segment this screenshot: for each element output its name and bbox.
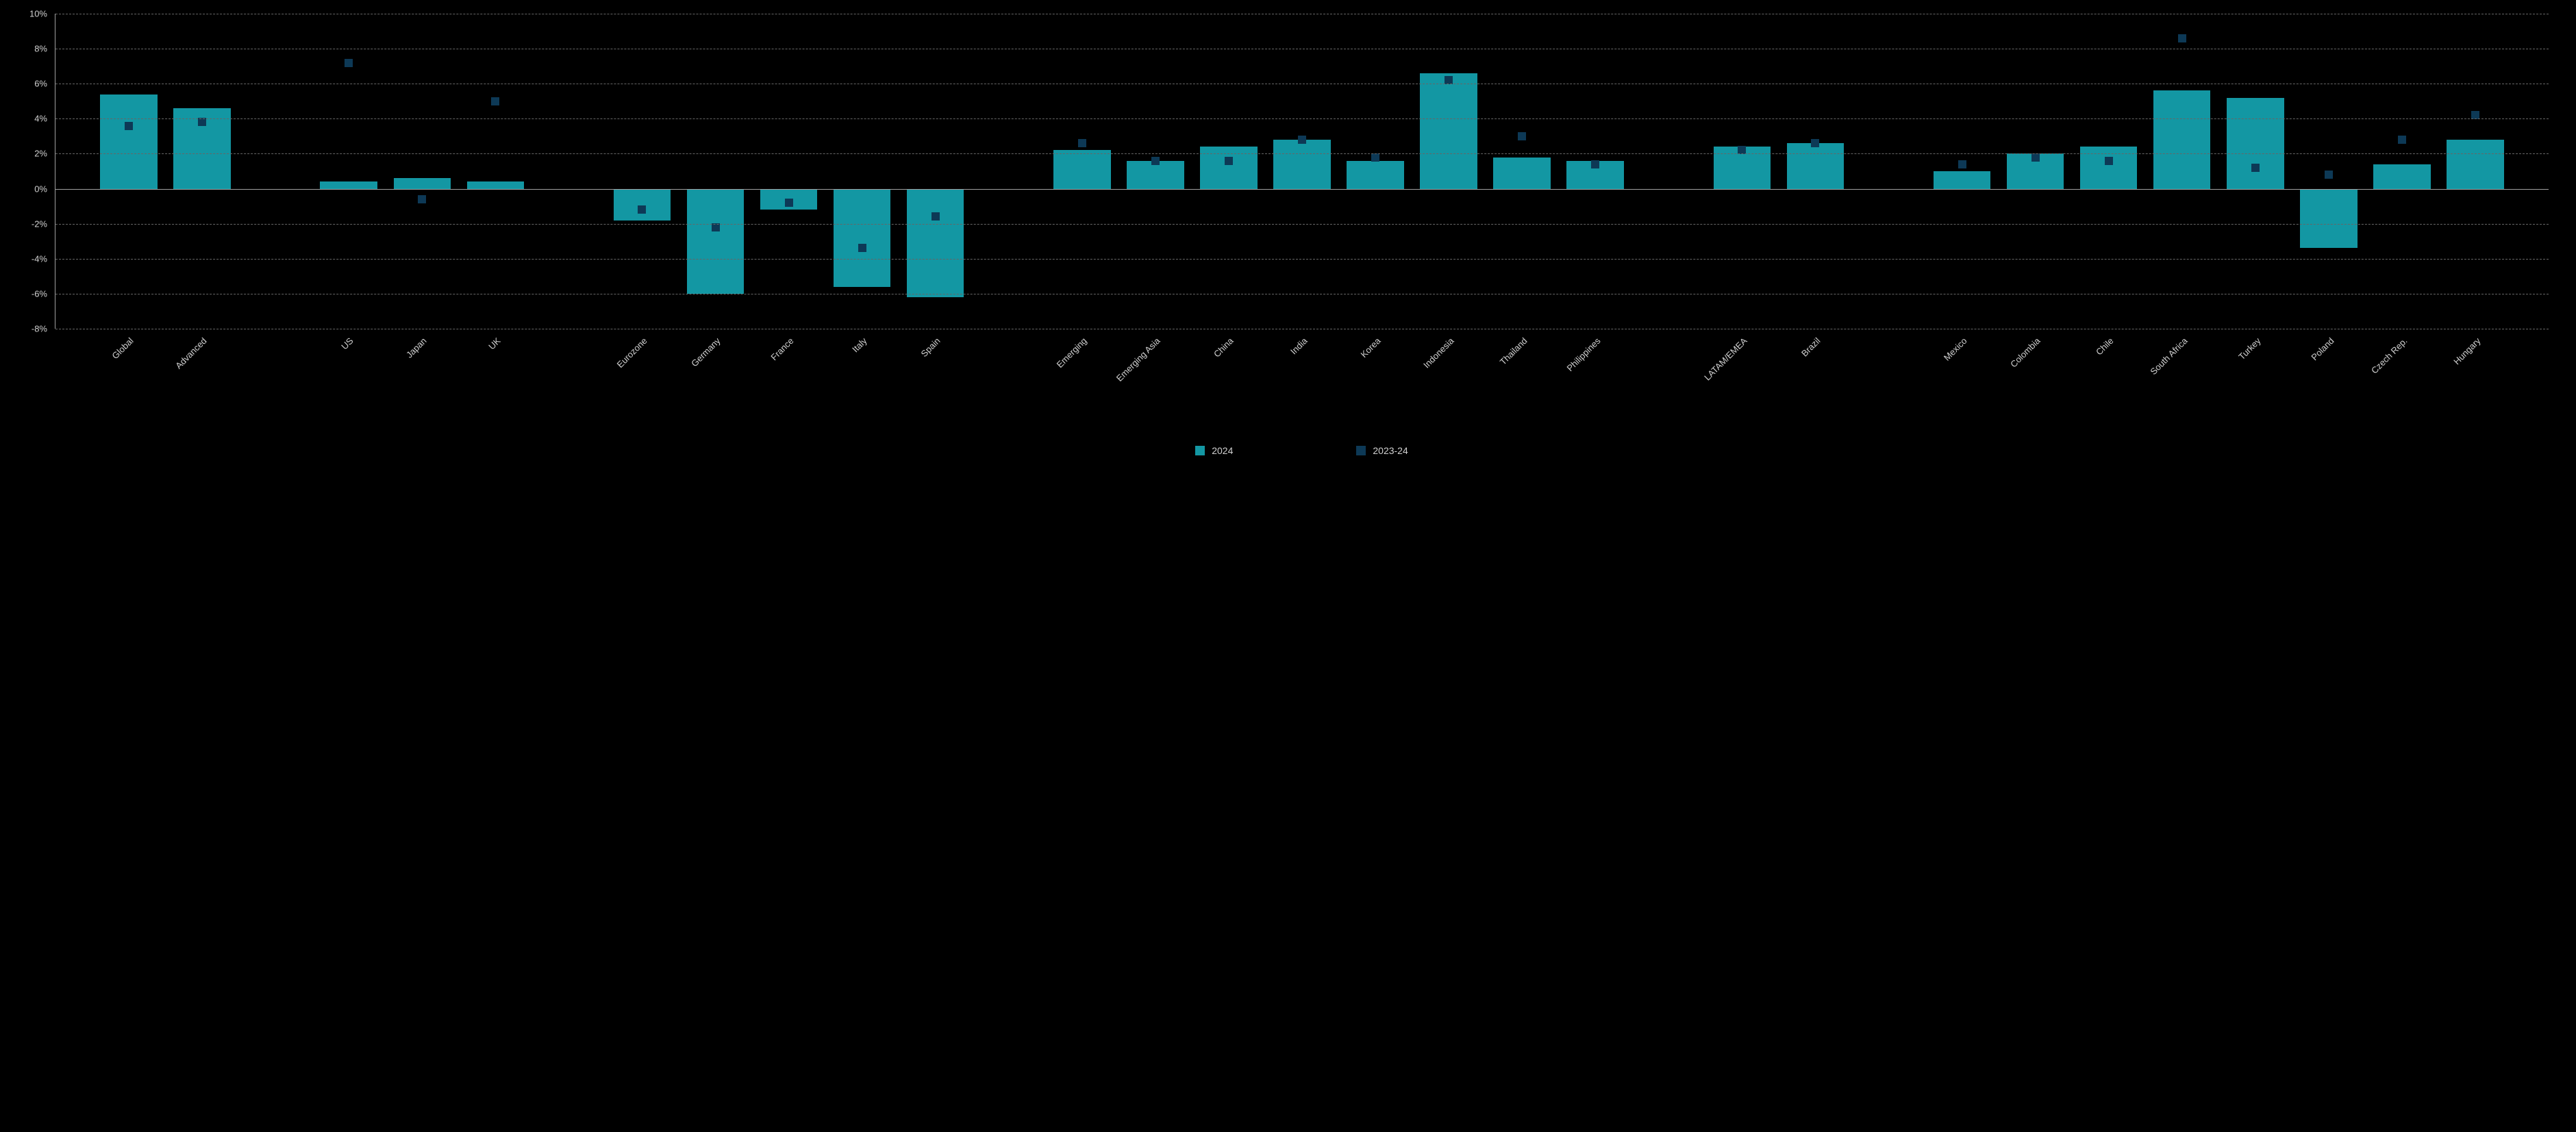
marker bbox=[345, 59, 353, 67]
marker bbox=[1591, 160, 1599, 168]
bar bbox=[2153, 90, 2211, 188]
bar bbox=[394, 178, 451, 188]
legend-label-bars: 2024 bbox=[1212, 445, 1233, 456]
marker bbox=[1151, 157, 1160, 165]
legend-item-bars: 2024 bbox=[1195, 445, 1233, 456]
x-tick-label: Thailand bbox=[1497, 336, 1529, 367]
bars-layer bbox=[55, 14, 2549, 329]
bar bbox=[320, 181, 377, 188]
x-tick-label: China bbox=[1212, 336, 1236, 360]
x-tick-label: Eurozone bbox=[614, 336, 649, 370]
chart-container: 10%8%6%4%2%0%-2%-4%-6%-8% GlobalAdvanced… bbox=[0, 0, 2576, 483]
x-tick-label: Colombia bbox=[2009, 336, 2042, 369]
legend-swatch-bars bbox=[1195, 446, 1205, 455]
y-tick-label: 8% bbox=[34, 44, 55, 54]
bar bbox=[1347, 161, 1404, 189]
y-tick-label: -4% bbox=[32, 253, 55, 264]
x-tick-label: Spain bbox=[919, 336, 942, 359]
marker bbox=[2178, 34, 2186, 42]
legend-label-markers: 2023-24 bbox=[1373, 445, 1408, 456]
marker bbox=[1225, 157, 1233, 165]
marker bbox=[2105, 157, 2113, 165]
x-tick-label: Mexico bbox=[1942, 336, 1969, 363]
y-tick-label: 10% bbox=[29, 9, 55, 19]
x-tick-label: UK bbox=[486, 336, 502, 351]
zero-line bbox=[55, 189, 2549, 190]
bar bbox=[2080, 147, 2138, 188]
y-tick-label: 0% bbox=[34, 184, 55, 194]
bar bbox=[2373, 164, 2431, 189]
x-tick-label: Germany bbox=[689, 336, 722, 368]
x-tick-label: Emerging Asia bbox=[1114, 336, 1162, 383]
grid-line bbox=[55, 118, 2549, 119]
x-tick-label: Philippines bbox=[1564, 336, 1602, 373]
bar bbox=[1053, 150, 1111, 188]
marker bbox=[638, 205, 646, 214]
bar bbox=[1787, 143, 1845, 188]
bar bbox=[467, 181, 525, 188]
x-axis-labels: Global Advanced US Japan UK Eurozone Germany Fr… bbox=[55, 336, 2549, 438]
marker bbox=[2251, 164, 2260, 172]
legend: 2024 2023-24 bbox=[55, 438, 2549, 470]
x-tick-label: LATAM/EMEA bbox=[1702, 336, 1749, 383]
marker bbox=[1811, 139, 1819, 147]
x-tick-label: Indonesia bbox=[1421, 336, 1455, 370]
grid-line bbox=[55, 224, 2549, 225]
marker bbox=[491, 97, 499, 105]
marker bbox=[125, 122, 133, 130]
x-tick-label: Emerging bbox=[1055, 336, 1089, 370]
bar bbox=[834, 189, 891, 287]
bar bbox=[100, 95, 158, 189]
marker bbox=[858, 244, 866, 252]
x-tick-label: Hungary bbox=[2451, 336, 2482, 366]
x-tick-label: South Africa bbox=[2148, 336, 2189, 377]
marker bbox=[931, 212, 940, 221]
marker bbox=[785, 199, 793, 207]
marker bbox=[1958, 160, 1966, 168]
x-tick-label: Advanced bbox=[173, 336, 208, 370]
bar bbox=[1493, 158, 1551, 189]
y-tick-label: -6% bbox=[32, 288, 55, 299]
marker bbox=[418, 195, 426, 203]
bar bbox=[907, 189, 964, 297]
legend-swatch-markers bbox=[1356, 446, 1366, 455]
bar bbox=[2300, 189, 2358, 249]
x-tick-label: Czech Rep. bbox=[2369, 336, 2410, 376]
x-tick-label: Turkey bbox=[2236, 336, 2262, 362]
x-tick-label: Brazil bbox=[1799, 336, 1823, 359]
x-tick-label: Korea bbox=[1358, 336, 1382, 360]
x-tick-label: Italy bbox=[850, 336, 868, 354]
bar bbox=[687, 189, 745, 294]
x-tick-label: India bbox=[1288, 336, 1310, 357]
bar bbox=[2227, 98, 2284, 189]
y-tick-label: 4% bbox=[34, 114, 55, 124]
legend-item-markers: 2023-24 bbox=[1356, 445, 1408, 456]
marker bbox=[2398, 136, 2406, 144]
marker bbox=[1518, 132, 1526, 140]
bar bbox=[1420, 73, 1477, 189]
bar bbox=[2447, 140, 2504, 189]
bar bbox=[614, 189, 671, 221]
bar bbox=[1273, 140, 1331, 189]
x-tick-label: Poland bbox=[2309, 336, 2336, 362]
grid-line bbox=[55, 153, 2549, 154]
bar bbox=[1200, 147, 1258, 188]
marker bbox=[1298, 136, 1306, 144]
x-tick-label: Japan bbox=[404, 336, 429, 360]
x-tick-label: Chile bbox=[2094, 336, 2116, 357]
y-tick-label: 6% bbox=[34, 79, 55, 89]
y-tick-label: -8% bbox=[32, 324, 55, 334]
x-tick-label: Global bbox=[110, 336, 136, 361]
bar bbox=[1127, 161, 1184, 189]
grid-line bbox=[55, 259, 2549, 260]
y-tick-label: 2% bbox=[34, 149, 55, 159]
bar bbox=[1934, 171, 1991, 189]
marker bbox=[1078, 139, 1086, 147]
marker bbox=[2325, 171, 2333, 179]
y-tick-label: -2% bbox=[32, 218, 55, 229]
x-tick-label: France bbox=[768, 336, 795, 362]
plot-area: 10%8%6%4%2%0%-2%-4%-6%-8% bbox=[55, 14, 2549, 329]
x-tick-label: US bbox=[340, 336, 355, 351]
